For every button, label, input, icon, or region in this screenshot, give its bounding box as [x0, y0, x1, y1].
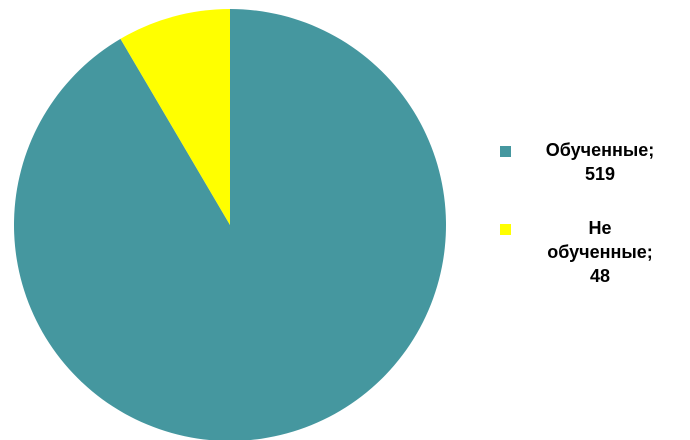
legend-item-obuchennye: Обученные; 519 — [490, 138, 680, 186]
pie-slice-ne-obuchennye — [120, 9, 230, 225]
legend-label-line: Не — [588, 218, 612, 238]
legend-label-obuchennye: Обученные; 519 — [520, 138, 680, 186]
legend-label-ne-obuchennye: Не обученные; 48 — [520, 216, 680, 288]
legend-label-line: обученные; — [547, 242, 653, 262]
legend-swatch-obuchennye — [500, 146, 511, 157]
pie-chart — [14, 9, 446, 440]
legend-label-value: 48 — [589, 266, 611, 286]
legend-label-line: Обученные; — [545, 140, 655, 160]
pie-slice-obuchennye — [14, 9, 446, 440]
legend-swatch-ne-obuchennye — [500, 224, 511, 235]
legend: Обученные; 519 Не обученные; 48 — [490, 138, 680, 318]
legend-label-value: 519 — [584, 164, 616, 184]
legend-item-ne-obuchennye: Не обученные; 48 — [490, 216, 680, 288]
